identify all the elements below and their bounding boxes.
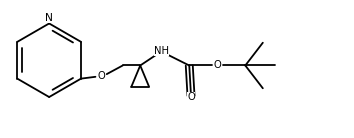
Text: O: O (98, 71, 105, 81)
Text: O: O (187, 92, 195, 102)
Text: NH: NH (154, 47, 169, 56)
Text: O: O (213, 60, 221, 71)
Text: N: N (45, 13, 53, 23)
